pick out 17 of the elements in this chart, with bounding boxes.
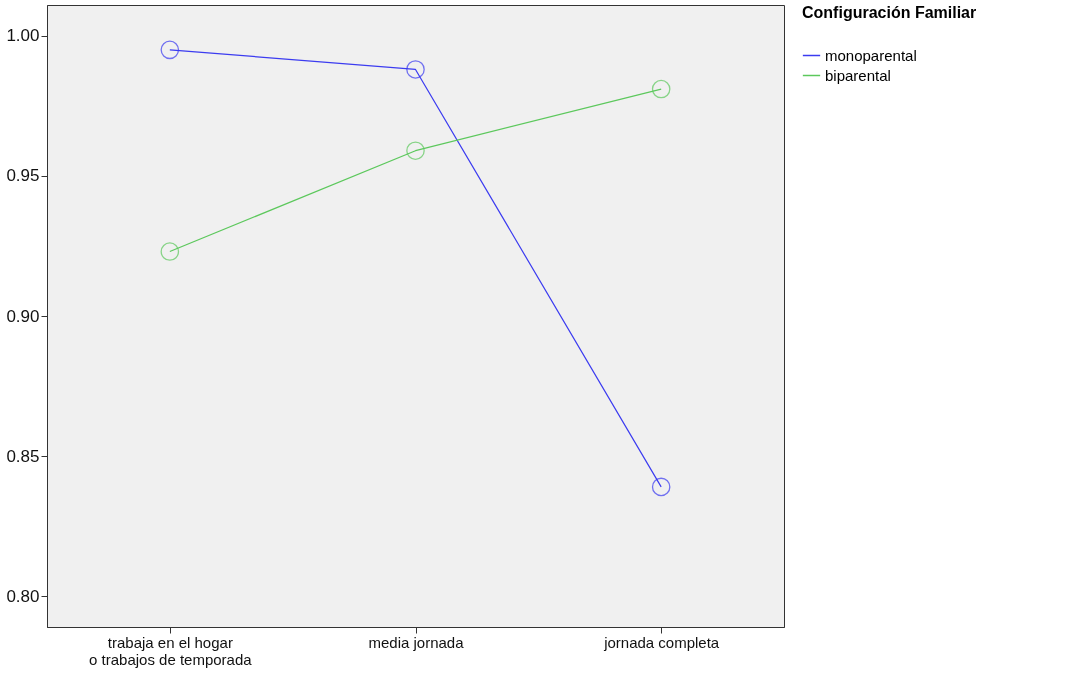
legend-label: biparental [825, 66, 891, 84]
legend-title: Configuración Familiar [802, 4, 977, 21]
x-tick-label: jornada completa [603, 633, 720, 651]
y-tick-label: 0.95 [6, 166, 40, 186]
x-tick-label: media jornada [368, 633, 465, 651]
point [651, 79, 671, 99]
point [651, 477, 671, 497]
point [160, 40, 180, 60]
x-tick-label: trabaja en el hogar o trabajos de temporada [89, 633, 253, 668]
point [406, 141, 425, 160]
y-tick-label: 1.00 [6, 26, 40, 46]
point [406, 60, 425, 79]
y-tick-label: 0.80 [6, 586, 40, 606]
point [160, 242, 180, 261]
y-tick-label: 0.85 [6, 446, 40, 466]
legend-label: monoparental [825, 46, 917, 64]
y-tick-label: 0.90 [6, 306, 40, 326]
